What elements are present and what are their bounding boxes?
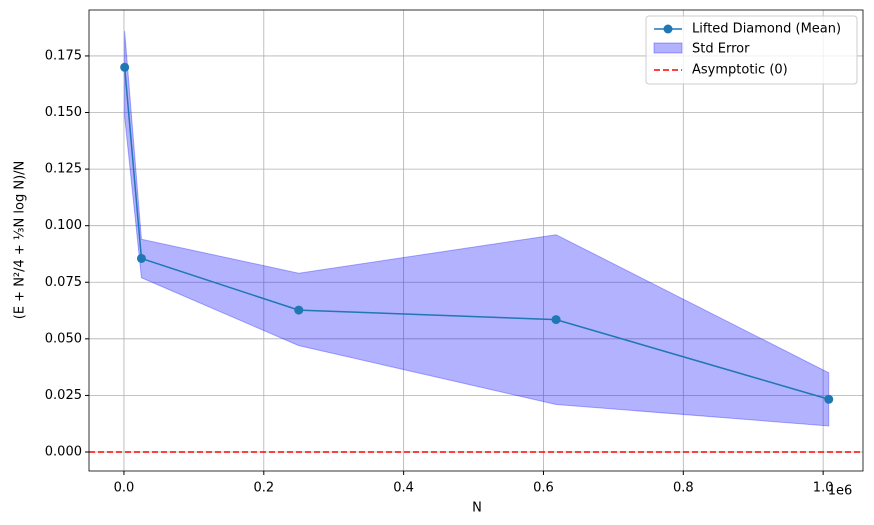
legend-label: Asymptotic (0) — [692, 63, 788, 78]
legend: Lifted Diamond (Mean) Std Error Asymptotic… — [645, 15, 858, 85]
legend-label: Std Error — [692, 42, 750, 57]
y-tick-label: 0.075 — [45, 275, 82, 290]
x-tick-label: 1.0 — [813, 481, 834, 496]
std-error-band — [124, 31, 830, 427]
x-offset-label: 1e6 — [828, 484, 853, 499]
data-point — [136, 253, 146, 263]
plot-frame — [88, 9, 864, 472]
data-point — [294, 305, 304, 315]
legend-marker — [663, 24, 673, 34]
x-tick-label: 0.4 — [393, 481, 414, 496]
x-tick-label: 0.0 — [114, 481, 135, 496]
legend-box — [645, 15, 858, 85]
y-tick-label: 0.150 — [45, 105, 82, 120]
y-tick-label: 0.100 — [45, 218, 82, 233]
legend-label: Lifted Diamond (Mean) — [692, 22, 841, 37]
data-point — [824, 394, 834, 404]
y-tick-label: 0.125 — [45, 162, 82, 177]
x-tick-label: 0.6 — [533, 481, 554, 496]
y-tick-label: 0.000 — [45, 444, 82, 459]
y-tick-label: 0.175 — [45, 48, 82, 63]
y-tick-label: 0.025 — [45, 388, 82, 403]
data-point — [120, 62, 130, 72]
y-tick-label: 0.050 — [45, 331, 82, 346]
x-tick-label: 0.2 — [253, 481, 274, 496]
x-axis-label: N — [472, 501, 482, 516]
data-point — [551, 315, 561, 325]
legend-swatch — [653, 42, 683, 54]
y-axis-label: (E + N²/4 + ⅓N log N)/N — [13, 161, 28, 320]
x-tick-label: 0.8 — [673, 481, 694, 496]
